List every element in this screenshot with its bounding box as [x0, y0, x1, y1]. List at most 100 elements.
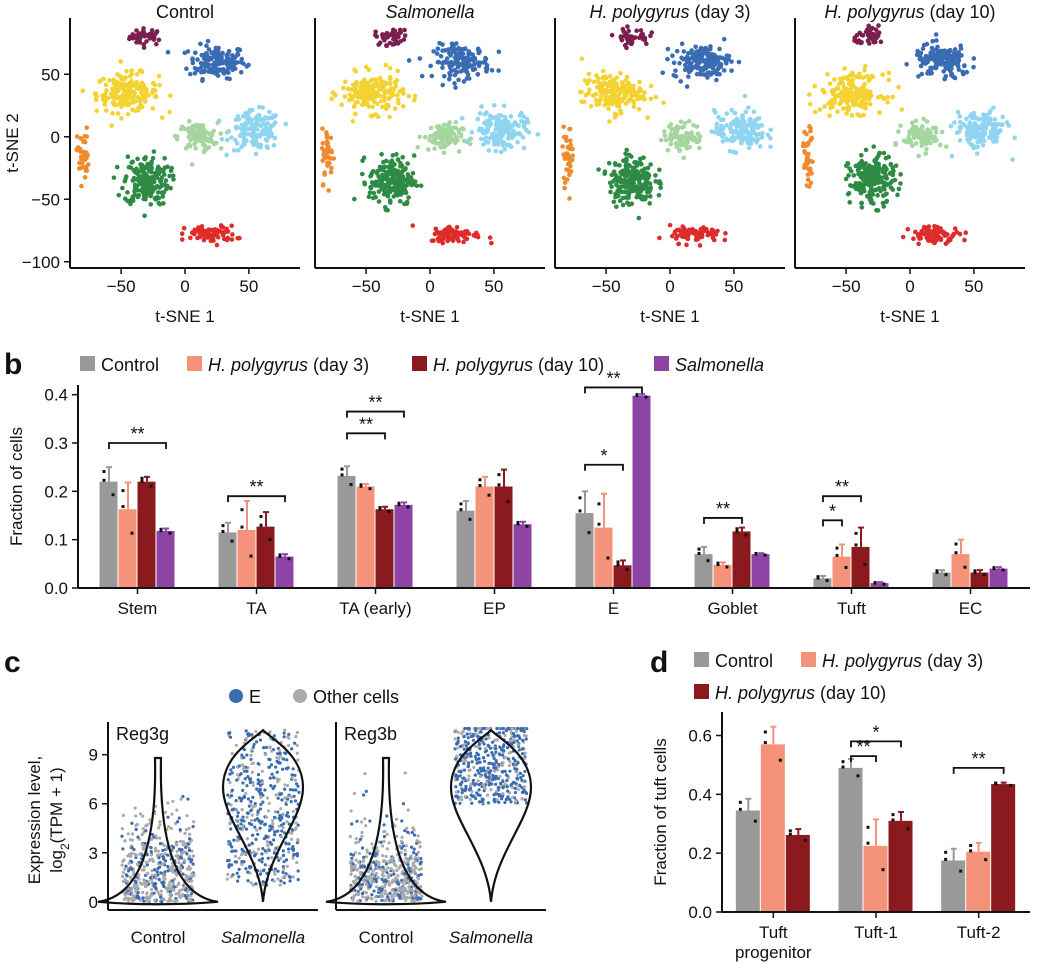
- tsne-point: [855, 112, 860, 117]
- tsne-point: [454, 62, 460, 67]
- cell-point: [120, 863, 124, 867]
- tsne-point: [190, 56, 195, 61]
- cell-point: [250, 818, 254, 823]
- tsne-point: [170, 173, 176, 179]
- tsne-point: [739, 131, 744, 137]
- tsne-point: [862, 64, 868, 69]
- tsne-point: [408, 175, 414, 180]
- tsne-point: [229, 135, 234, 140]
- tsne-point: [827, 81, 833, 86]
- tsne-point: [941, 69, 946, 74]
- tsne-point: [502, 114, 508, 120]
- tsne-point: [999, 122, 1004, 128]
- cell-point: [123, 893, 127, 897]
- cell-point: [127, 861, 131, 865]
- label-part: 2: [58, 843, 72, 850]
- tsne-point: [905, 226, 911, 232]
- tsne-point: [390, 32, 396, 38]
- tsne-point: [859, 172, 865, 178]
- tsne-point: [154, 41, 159, 47]
- tsne-point: [359, 95, 365, 101]
- tsne-point: [962, 63, 967, 68]
- tsne-point: [975, 123, 980, 129]
- tsne-point: [493, 148, 499, 154]
- tsne-point: [724, 111, 730, 116]
- cell-point: [136, 890, 140, 895]
- tsne-point: [642, 90, 647, 95]
- cell-point: [272, 838, 276, 842]
- tsne-point: [224, 152, 229, 158]
- tsne-point: [452, 140, 458, 146]
- tsne-point: [712, 56, 717, 61]
- tsne-point: [624, 31, 629, 37]
- cell-point: [258, 872, 263, 876]
- cell-point: [266, 809, 271, 813]
- tsne-point: [953, 51, 958, 57]
- tsne-point: [394, 152, 399, 157]
- cell-point: [161, 855, 165, 859]
- tsne-point: [487, 117, 493, 122]
- tsne-point: [395, 68, 401, 74]
- tsne-point: [626, 177, 631, 183]
- cell-point: [256, 832, 260, 836]
- panel-c-letter: c: [4, 646, 21, 679]
- tsne-point: [225, 68, 230, 74]
- tsne-point: [440, 65, 445, 71]
- tsne-point: [150, 106, 156, 111]
- cell-point: [279, 807, 283, 811]
- tsne-point: [164, 186, 169, 192]
- tsne-point: [111, 91, 117, 97]
- tsne-point: [390, 27, 396, 33]
- cell-point: [179, 797, 183, 801]
- bar: [594, 527, 613, 588]
- tsne-point: [428, 63, 433, 69]
- tsne-point: [152, 88, 158, 93]
- tsne-point: [489, 132, 495, 137]
- cell-point: [281, 825, 285, 830]
- tsne-point: [842, 96, 848, 102]
- cell-point: [123, 839, 127, 843]
- tsne-point: [138, 178, 144, 183]
- replicate-dot: [882, 582, 886, 586]
- cell-point: [296, 878, 300, 882]
- tsne-point: [946, 237, 952, 242]
- tsne-point: [721, 117, 726, 122]
- tsne-point: [440, 144, 446, 150]
- tsne-point: [916, 241, 921, 247]
- cell-point: [155, 870, 159, 874]
- x-tick-label: 0: [905, 277, 914, 296]
- tsne-point: [768, 136, 773, 141]
- cell-point: [269, 827, 273, 831]
- tsne-point: [874, 156, 880, 161]
- tsne-point: [493, 135, 499, 140]
- tsne-point: [440, 48, 445, 53]
- tsne-point: [738, 140, 744, 146]
- tsne-point: [352, 196, 357, 202]
- tsne-point: [100, 96, 106, 102]
- significance-bracket: [227, 495, 286, 503]
- cell-point: [253, 801, 257, 806]
- tsne-point: [254, 127, 260, 132]
- tsne-point: [130, 196, 136, 201]
- replicate-dot: [259, 523, 263, 527]
- tsne-point: [206, 136, 211, 142]
- tsne-point: [587, 78, 592, 83]
- cell-point: [296, 784, 300, 788]
- cell-point: [250, 841, 254, 845]
- tsne-point: [120, 185, 125, 191]
- significance-label: **: [835, 477, 849, 497]
- cell-point: [157, 877, 161, 881]
- tsne-point: [431, 49, 436, 54]
- tsne-point: [729, 107, 735, 113]
- tsne-point: [757, 144, 763, 149]
- cell-point: [292, 852, 296, 857]
- tsne-point: [382, 90, 388, 96]
- tsne-point: [192, 227, 198, 233]
- cell-point: [140, 882, 144, 886]
- tsne-point: [675, 233, 680, 239]
- cell-point: [291, 856, 295, 860]
- tsne-point: [932, 230, 938, 236]
- tsne-point: [734, 121, 739, 126]
- tsne-point: [186, 142, 191, 148]
